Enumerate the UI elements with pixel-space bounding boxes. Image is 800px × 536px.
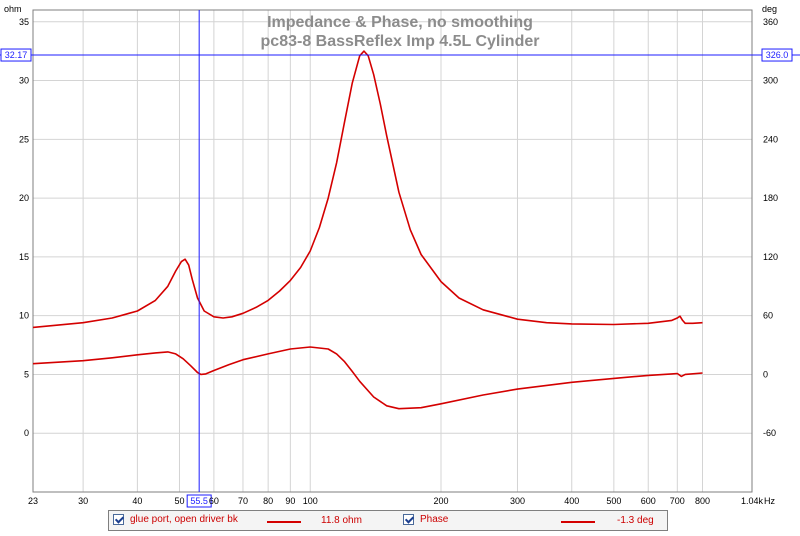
- cursor-x-readout-box: [186, 494, 212, 508]
- cursor-y-left-readout: 32.17: [5, 50, 28, 60]
- chart-title: Impedance & Phase, no smoothing: [267, 14, 533, 31]
- x-tick-label: 90: [285, 496, 295, 506]
- x-tick-label: 70: [238, 496, 248, 506]
- y-left-tick-label: 0: [24, 428, 29, 438]
- x-tick-label: 40: [132, 496, 142, 506]
- x-tick-label: 800: [695, 496, 710, 506]
- checkbox-impedance[interactable]: [113, 514, 124, 525]
- cursor-crosshair[interactable]: 32.17 326.0 55.5: [0, 10, 800, 508]
- x-tick-label: 50: [174, 496, 184, 506]
- legend-value-impedance: 11.8 ohm: [321, 515, 362, 526]
- y-right-tick-label: 0: [763, 369, 768, 379]
- series-layer: [32, 50, 703, 410]
- cursor-y-left-readout-box: [0, 48, 32, 62]
- y-left-tick-label: 5: [24, 369, 29, 379]
- x-tick-label: 200: [433, 496, 448, 506]
- tick-labels: 23 30 40 50 60 70 80 90 100 200 300 400 500 600 700 800…: [19, 17, 778, 506]
- legend-value-phase: -1.3 deg: [617, 515, 654, 526]
- y-left-tick-label: 25: [19, 134, 29, 144]
- legend-swatch-impedance: [267, 521, 301, 523]
- x-tick-label: 700: [670, 496, 685, 506]
- chart-subtitle: pc83-8 BassReflex Imp 4.5L Cylinder: [261, 33, 540, 50]
- legend: glue port, open driver bk 11.8 ohm Phase…: [108, 510, 668, 531]
- checkbox-phase[interactable]: [403, 514, 414, 525]
- cursor-y-right-readout: 326.0: [766, 50, 789, 60]
- x-tick-label: 600: [641, 496, 656, 506]
- series-line-phase: [32, 346, 703, 410]
- legend-item-phase[interactable]: Phase: [403, 514, 448, 525]
- legend-label-phase: Phase: [420, 514, 449, 525]
- cursor-y-right-readout-box: [761, 48, 793, 62]
- y-left-tick-label: 35: [19, 17, 29, 27]
- y-right-tick-label: 180: [763, 193, 778, 203]
- x-tick-label: 30: [78, 496, 88, 506]
- grid-lines: [32, 10, 753, 492]
- cursor-x-readout: 55.5: [190, 496, 208, 506]
- series-line-impedance: [32, 50, 703, 329]
- legend-label-impedance: glue port, open driver bk: [130, 514, 238, 525]
- x-tick-label: 23: [28, 496, 38, 506]
- legend-item-impedance[interactable]: glue port, open driver bk: [113, 514, 238, 525]
- x-tick-label: 100: [303, 496, 318, 506]
- x-tick-label: 1.04k: [741, 496, 764, 506]
- x-tick-label: 500: [606, 496, 621, 506]
- y-axis-left-label: ohm: [4, 4, 22, 14]
- x-tick-label: 300: [510, 496, 525, 506]
- y-left-tick-label: 20: [19, 193, 29, 203]
- y-right-tick-label: 240: [763, 134, 778, 144]
- y-left-tick-label: 30: [19, 76, 29, 86]
- legend-swatch-phase: [561, 521, 595, 523]
- y-right-tick-label: -60: [763, 428, 776, 438]
- y-right-tick-label: 300: [763, 76, 778, 86]
- x-axis-unit-label: Hz: [764, 496, 775, 506]
- plot-frame: [32, 9, 753, 493]
- y-left-tick-label: 15: [19, 252, 29, 262]
- x-tick-label: 80: [263, 496, 273, 506]
- x-tick-label: 400: [564, 496, 579, 506]
- y-left-tick-label: 10: [19, 311, 29, 321]
- x-tick-label: 60: [209, 496, 219, 506]
- y-axis-right-label: deg: [762, 4, 777, 14]
- y-right-tick-label: 60: [763, 311, 773, 321]
- y-right-tick-label: 120: [763, 252, 778, 262]
- y-right-tick-label: 360: [763, 17, 778, 27]
